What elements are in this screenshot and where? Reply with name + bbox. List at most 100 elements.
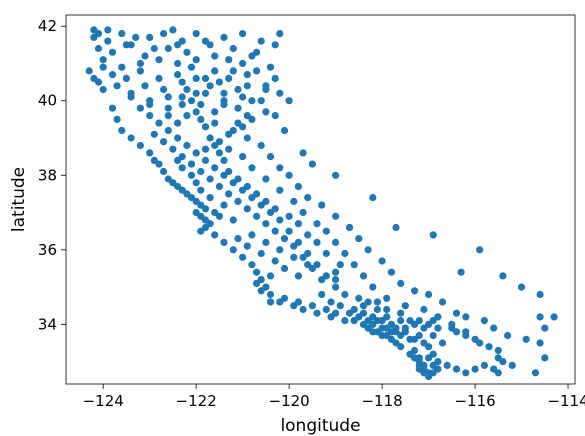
data-point	[253, 279, 261, 287]
data-point	[211, 67, 219, 75]
data-point	[136, 141, 144, 150]
data-point	[122, 41, 130, 49]
data-point	[155, 74, 163, 82]
data-point	[90, 33, 98, 42]
data-point	[160, 167, 168, 176]
data-point	[327, 298, 335, 306]
x-tick-label: −118	[361, 392, 402, 410]
data-point	[364, 317, 372, 325]
data-point	[471, 365, 479, 373]
data-point	[122, 74, 130, 82]
data-point	[364, 246, 372, 254]
data-point	[536, 339, 544, 347]
x-tick-label: −116	[454, 392, 495, 410]
x-tick-label: −122	[176, 392, 217, 410]
data-point	[206, 134, 214, 142]
data-point	[183, 141, 191, 150]
data-point	[201, 37, 210, 45]
data-point	[220, 33, 228, 42]
data-point	[434, 358, 442, 366]
data-point	[280, 126, 289, 135]
data-point	[201, 89, 210, 97]
data-point	[485, 343, 493, 351]
data-point	[476, 246, 484, 254]
y-axis-ticks: 34 36 38 40 42	[38, 17, 66, 333]
data-point	[346, 223, 354, 232]
data-point	[225, 74, 233, 82]
x-tick-label: −120	[269, 392, 310, 410]
data-point	[206, 175, 214, 183]
data-point	[220, 100, 228, 109]
data-point	[359, 272, 368, 280]
data-point	[132, 33, 140, 42]
data-point	[429, 317, 437, 325]
x-axis-ticks: −124 −122 −120 −118 −116 −114	[83, 384, 585, 410]
data-point	[285, 227, 293, 235]
data-point	[211, 231, 219, 239]
data-point	[201, 156, 210, 164]
data-point	[420, 305, 428, 314]
data-point	[262, 220, 270, 228]
data-point	[229, 179, 237, 187]
data-point	[420, 324, 428, 332]
data-point	[183, 48, 191, 56]
data-point	[373, 305, 381, 314]
data-point	[536, 290, 544, 299]
data-point	[215, 78, 223, 86]
data-point	[215, 182, 223, 191]
data-point	[257, 201, 265, 209]
data-point	[346, 309, 354, 317]
y-tick-label: 36	[38, 241, 57, 259]
data-point	[438, 339, 447, 347]
data-point	[248, 261, 256, 269]
data-point	[531, 369, 540, 377]
data-point	[341, 317, 349, 325]
data-point	[462, 369, 470, 377]
data-point	[239, 153, 247, 161]
data-point	[299, 305, 307, 314]
data-point	[178, 164, 186, 172]
data-point	[192, 108, 200, 116]
data-point	[197, 167, 205, 176]
data-point	[443, 361, 451, 369]
data-point	[146, 112, 154, 120]
data-point	[253, 212, 261, 220]
data-point	[332, 212, 340, 220]
data-point	[294, 298, 302, 306]
data-point	[285, 212, 293, 220]
y-tick-label: 38	[38, 166, 57, 184]
data-point	[280, 264, 289, 273]
data-point	[206, 82, 214, 90]
data-point	[220, 238, 228, 246]
data-point	[262, 108, 270, 116]
data-point	[355, 313, 363, 321]
data-point	[299, 149, 307, 157]
data-point	[85, 67, 93, 75]
data-point	[220, 156, 228, 164]
data-point	[425, 369, 433, 377]
data-point	[504, 331, 512, 340]
data-point	[136, 67, 144, 75]
data-point	[257, 97, 265, 105]
data-point	[266, 208, 275, 217]
data-point	[160, 29, 168, 38]
data-point	[206, 194, 214, 202]
data-point	[401, 302, 409, 310]
data-point	[266, 272, 275, 280]
data-point	[452, 309, 461, 317]
data-point	[174, 59, 182, 68]
data-point	[397, 279, 405, 287]
x-tick-label: −114	[547, 392, 585, 410]
data-point	[146, 100, 154, 109]
data-point	[99, 56, 107, 64]
data-point	[146, 33, 154, 42]
data-point	[406, 335, 414, 343]
data-point	[211, 164, 219, 172]
data-point	[397, 343, 405, 351]
data-point	[420, 361, 428, 369]
data-point	[248, 115, 256, 123]
data-point	[192, 56, 200, 64]
data-point	[322, 305, 330, 314]
data-point	[276, 186, 284, 194]
data-point	[271, 41, 279, 49]
